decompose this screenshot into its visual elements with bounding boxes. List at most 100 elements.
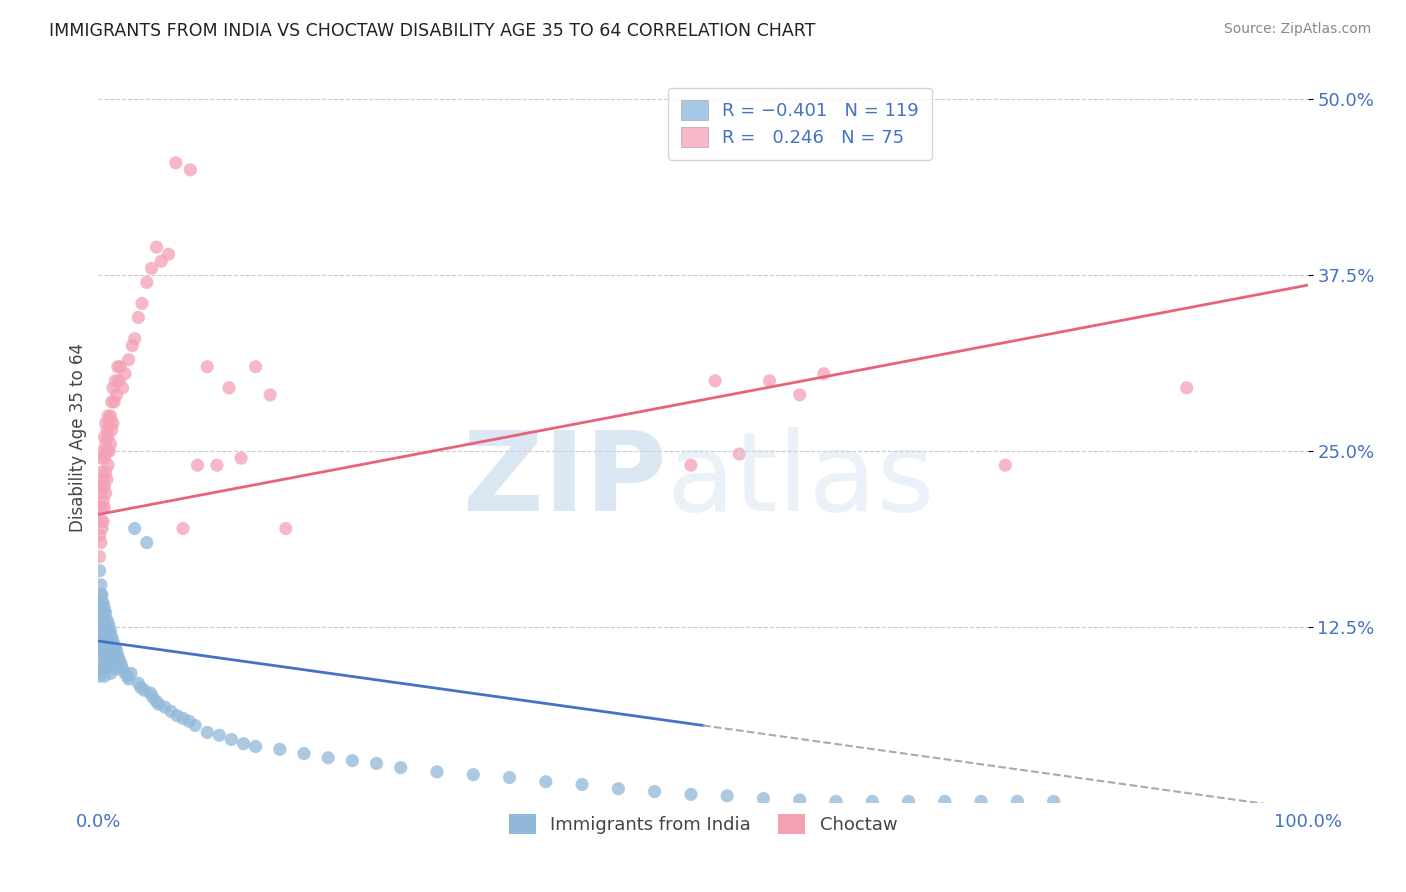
Point	[157, 247, 180, 261]
Point	[232, 737, 254, 751]
Point	[94, 644, 117, 658]
Point	[90, 630, 112, 644]
Point	[644, 784, 666, 798]
Point	[100, 652, 122, 666]
Point	[94, 465, 117, 479]
Point	[104, 641, 127, 656]
Point	[90, 599, 112, 613]
Point	[91, 451, 114, 466]
Point	[100, 644, 122, 658]
Point	[100, 624, 122, 639]
Point	[97, 409, 120, 423]
Point	[93, 669, 115, 683]
Point	[93, 624, 115, 639]
Point	[134, 683, 156, 698]
Point	[195, 359, 218, 374]
Point	[114, 666, 136, 681]
Point	[728, 447, 751, 461]
Point	[107, 648, 129, 662]
Point	[97, 644, 120, 658]
Point	[100, 638, 122, 652]
Point	[342, 754, 364, 768]
Point	[91, 500, 114, 515]
Legend: Immigrants from India, Choctaw: Immigrants from India, Choctaw	[502, 807, 904, 841]
Point	[89, 500, 111, 515]
Point	[111, 662, 134, 676]
Point	[90, 578, 112, 592]
Point	[100, 409, 122, 423]
Point	[245, 739, 267, 754]
Point	[179, 714, 201, 729]
Point	[93, 479, 115, 493]
Point	[679, 458, 702, 473]
Point	[165, 156, 187, 170]
Point	[970, 794, 993, 808]
Point	[716, 789, 738, 803]
Point	[98, 648, 121, 662]
Point	[124, 521, 146, 535]
Point	[89, 549, 111, 564]
Point	[139, 686, 162, 700]
Point	[187, 458, 209, 473]
Point	[98, 620, 121, 634]
Point	[91, 630, 114, 644]
Point	[1007, 794, 1029, 808]
Point	[100, 666, 122, 681]
Point	[91, 444, 114, 458]
Point	[100, 423, 122, 437]
Point	[90, 465, 112, 479]
Point	[96, 423, 118, 437]
Point	[90, 486, 112, 500]
Point	[96, 613, 118, 627]
Point	[89, 613, 111, 627]
Point	[221, 732, 243, 747]
Point	[97, 430, 120, 444]
Point	[124, 332, 146, 346]
Text: atlas: atlas	[666, 427, 935, 534]
Point	[131, 296, 153, 310]
Point	[89, 641, 111, 656]
Point	[534, 774, 557, 789]
Point	[105, 388, 128, 402]
Point	[105, 644, 128, 658]
Point	[184, 718, 207, 732]
Point	[129, 681, 152, 695]
Point	[107, 359, 129, 374]
Point	[141, 261, 163, 276]
Point	[100, 395, 122, 409]
Point	[90, 638, 112, 652]
Point	[91, 638, 114, 652]
Point	[316, 751, 339, 765]
Point	[110, 657, 132, 672]
Point	[153, 700, 176, 714]
Point	[426, 764, 449, 779]
Point	[166, 708, 188, 723]
Point	[825, 794, 848, 808]
Point	[93, 655, 115, 669]
Point	[679, 788, 702, 802]
Point	[91, 627, 114, 641]
Point	[103, 638, 125, 652]
Point	[96, 648, 118, 662]
Point	[218, 381, 240, 395]
Text: ZIP: ZIP	[464, 427, 666, 534]
Point	[259, 388, 281, 402]
Point	[91, 588, 114, 602]
Point	[93, 644, 115, 658]
Point	[274, 521, 297, 535]
Point	[758, 374, 780, 388]
Point	[94, 615, 117, 630]
Point	[91, 606, 114, 620]
Point	[98, 416, 121, 430]
Point	[90, 588, 112, 602]
Point	[389, 761, 412, 775]
Point	[90, 615, 112, 630]
Point	[91, 606, 114, 620]
Point	[127, 676, 149, 690]
Point	[117, 669, 139, 683]
Point	[208, 728, 231, 742]
Point	[229, 451, 252, 466]
Text: IMMIGRANTS FROM INDIA VS CHOCTAW DISABILITY AGE 35 TO 64 CORRELATION CHART: IMMIGRANTS FROM INDIA VS CHOCTAW DISABIL…	[49, 22, 815, 40]
Point	[108, 655, 131, 669]
Point	[897, 794, 920, 808]
